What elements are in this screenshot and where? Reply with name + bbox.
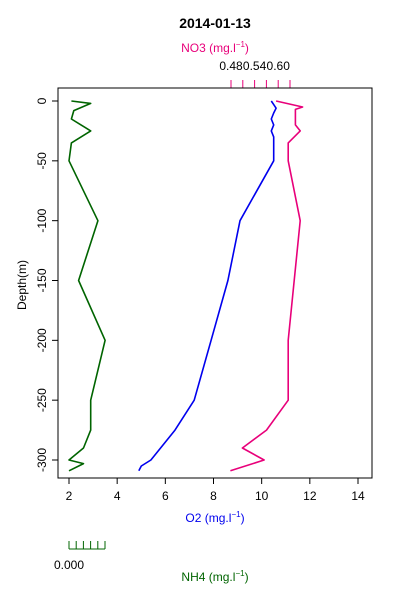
o2-tick-label-6: 14 bbox=[351, 489, 365, 503]
depth-axis: 0 -50 -100 -150 -200 -250 -300 bbox=[35, 97, 59, 472]
no3-axis: 0.48 0.54 0.60 bbox=[219, 59, 291, 89]
nh4-axis bbox=[68, 541, 106, 550]
no3-tick-label-2: 0.60 bbox=[267, 59, 291, 73]
o2-tick-label-4: 10 bbox=[255, 489, 269, 503]
o2-series-line bbox=[138, 100, 277, 472]
o2-tick-label-0: 2 bbox=[66, 489, 73, 503]
depth-tick-label-4: -200 bbox=[35, 328, 49, 352]
no3-axis-label: NO3 (mg.l−1) bbox=[181, 40, 249, 55]
nh4-axis-label: NH4 (mg.l−1) bbox=[181, 569, 248, 584]
depth-tick-label-3: -150 bbox=[35, 268, 49, 292]
depth-tick-label-6: -300 bbox=[35, 448, 49, 472]
depth-axis-label: Depth(m) bbox=[15, 260, 29, 310]
o2-tick-label-3: 8 bbox=[210, 489, 217, 503]
chart-title: 2014-01-13 bbox=[179, 15, 251, 31]
series-layer bbox=[68, 100, 304, 472]
nh4-tick-label: 0.000 bbox=[54, 558, 84, 572]
nh4-series-line bbox=[68, 100, 106, 472]
o2-tick-label-2: 6 bbox=[162, 489, 169, 503]
o2-axis: 2 4 6 8 10 12 14 bbox=[66, 477, 365, 503]
no3-tick-label-0: 0.48 bbox=[219, 59, 243, 73]
no3-series-line bbox=[230, 100, 304, 472]
no3-tick-label-1: 0.54 bbox=[243, 59, 267, 73]
depth-tick-label-1: -50 bbox=[35, 152, 49, 170]
depth-tick-label-2: -100 bbox=[35, 208, 49, 232]
o2-tick-label-1: 4 bbox=[114, 489, 121, 503]
o2-axis-label: O2 (mg.l−1) bbox=[185, 510, 244, 525]
depth-tick-label-5: -250 bbox=[35, 388, 49, 412]
plot-frame bbox=[57, 87, 373, 479]
o2-tick-label-5: 12 bbox=[303, 489, 317, 503]
depth-tick-label-0: 0 bbox=[35, 97, 49, 104]
